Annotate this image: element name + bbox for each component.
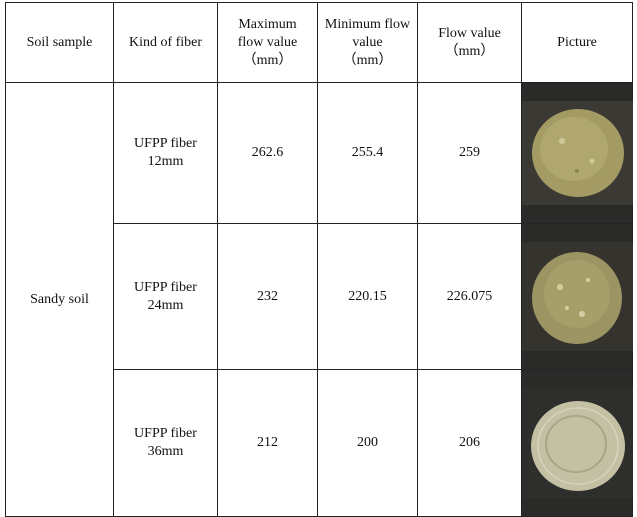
header-cell: Flow value （mm） <box>417 2 522 83</box>
fiber-cell: UFPP fiber 36mm <box>113 369 218 517</box>
sample-photo <box>522 388 633 498</box>
min-cell: 255.4 <box>317 82 418 224</box>
flow-cell: 206 <box>417 369 522 517</box>
max-cell: 232 <box>217 223 318 370</box>
page: Soil sample Kind of fiber Maximum flow v… <box>5 2 633 517</box>
flow-table: Soil sample Kind of fiber Maximum flow v… <box>5 2 633 517</box>
picture-cell <box>521 223 633 370</box>
header-cell: Minimum flow value （mm） <box>317 2 418 83</box>
flow-cell: 259 <box>417 82 522 224</box>
header-cell: Picture <box>521 2 633 83</box>
header-cell: Kind of fiber <box>113 2 218 83</box>
data-row: Sandy soil UFPP fiber 12mm 262.6 255.4 2… <box>5 82 633 517</box>
fiber-cell: UFPP fiber 24mm <box>113 223 218 370</box>
flow-cell: 226.075 <box>417 223 522 370</box>
max-cell: 212 <box>217 369 318 517</box>
sample-photo <box>522 101 633 205</box>
header-cell: Maximum flow value （mm） <box>217 2 318 83</box>
header-row: Soil sample Kind of fiber Maximum flow v… <box>5 2 633 83</box>
header-cell: Soil sample <box>5 2 114 83</box>
min-cell: 200 <box>317 369 418 517</box>
picture-cell <box>521 82 633 224</box>
fiber-cell: UFPP fiber 12mm <box>113 82 218 224</box>
max-cell: 262.6 <box>217 82 318 224</box>
data-row: UFPP fiber 24mm 232 220.15 226.075 <box>6 223 633 370</box>
soil-cell: Sandy soil <box>5 82 114 517</box>
picture-cell <box>521 369 633 517</box>
min-cell: 220.15 <box>317 223 418 370</box>
sample-photo <box>522 242 633 351</box>
